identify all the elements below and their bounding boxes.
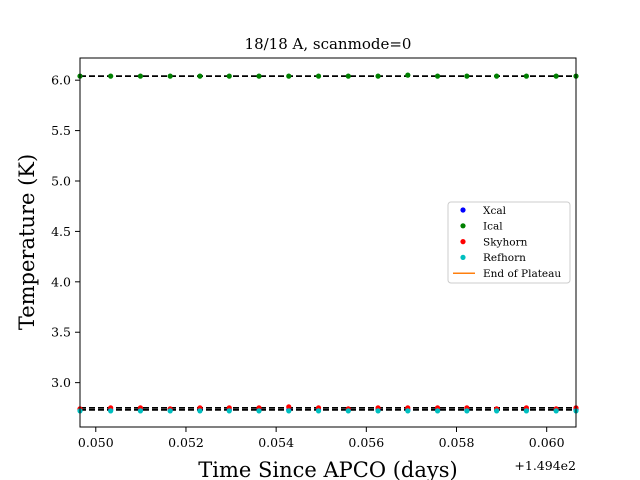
refhorn-point (494, 408, 500, 414)
ical-point (523, 73, 530, 79)
legend-marker-xcal (460, 207, 466, 213)
refhorn-point (553, 408, 559, 414)
x-axis-offset-label: +1.494e2 (514, 458, 576, 473)
ical-point (226, 73, 232, 79)
refhorn-point (405, 408, 411, 414)
ical-point (553, 73, 559, 79)
legend-label-refhorn: Refhorn (483, 252, 526, 264)
x-axis-label: Time Since APCO (days) (198, 458, 457, 480)
legend-items: Xcal Ical Skyhorn Refhorn End of Plateau (453, 205, 561, 280)
legend-label-skyhorn: Skyhorn (483, 236, 528, 248)
legend-marker-skyhorn (460, 239, 466, 245)
legend-label-end-of-plateau: End of Plateau (483, 268, 561, 280)
ical-point (375, 73, 381, 79)
skyhorn-point (286, 404, 292, 410)
x-tick-label: 0.060 (529, 435, 565, 450)
refhorn-point (523, 408, 530, 414)
reference-lines (80, 75, 576, 411)
ical-point (167, 73, 173, 79)
x-tick-label: 0.054 (258, 435, 294, 450)
refhorn-point (226, 408, 232, 414)
ical-point (286, 73, 292, 79)
ical-point (405, 72, 411, 78)
x-tick-label: 0.056 (348, 435, 384, 450)
y-tick-label: 6.0 (51, 73, 71, 88)
legend-marker-ical (460, 223, 466, 229)
y-tick-label: 5.0 (51, 174, 71, 189)
x-tick-label: 0.058 (439, 435, 475, 450)
y-tick-label: 3.5 (51, 325, 71, 340)
refhorn-point (167, 408, 173, 414)
legend: Xcal Ical Skyhorn Refhorn End of Plateau (447, 201, 571, 284)
refhorn-point (137, 408, 144, 414)
y-axis-label: Temperature (K) (15, 154, 39, 330)
refhorn-point (464, 408, 470, 414)
y-tick-label: 4.5 (51, 224, 71, 239)
data-points (77, 72, 579, 414)
axes-frame (79, 57, 577, 428)
ical-point (137, 73, 144, 79)
x-tick-label: 0.050 (78, 435, 114, 450)
legend-label-xcal: Xcal (483, 205, 507, 217)
legend-label-ical: Ical (483, 221, 503, 233)
ical-point (197, 73, 203, 79)
refhorn-point (345, 408, 351, 414)
refhorn-point (256, 408, 262, 414)
legend-frame (447, 201, 571, 284)
refhorn-point (375, 408, 381, 414)
ical-point (256, 73, 262, 79)
refhorn-point (434, 408, 441, 414)
y-tick-label: 5.5 (51, 123, 71, 138)
x-axis: 0.050 0.052 0.054 0.056 0.058 0.060 (78, 427, 565, 450)
y-tick-label: 3.0 (51, 375, 71, 390)
refhorn-point (108, 408, 114, 414)
ical-point (434, 73, 441, 79)
ical-point (464, 73, 470, 79)
y-tick-label: 4.0 (51, 274, 71, 289)
ical-point (345, 73, 351, 79)
x-tick-label: 0.052 (168, 435, 204, 450)
ical-point (494, 73, 500, 79)
chart-title: 18/18 A, scanmode=0 (245, 35, 412, 53)
refhorn-point (286, 408, 292, 414)
ical-point (315, 73, 322, 79)
ical-point (108, 73, 114, 79)
refhorn-point (197, 408, 203, 414)
refhorn-point (315, 408, 322, 414)
legend-marker-refhorn (460, 254, 466, 260)
plot-area (77, 57, 579, 428)
y-axis: 3.0 3.5 4.0 4.5 5.0 5.5 6.0 (51, 73, 80, 390)
